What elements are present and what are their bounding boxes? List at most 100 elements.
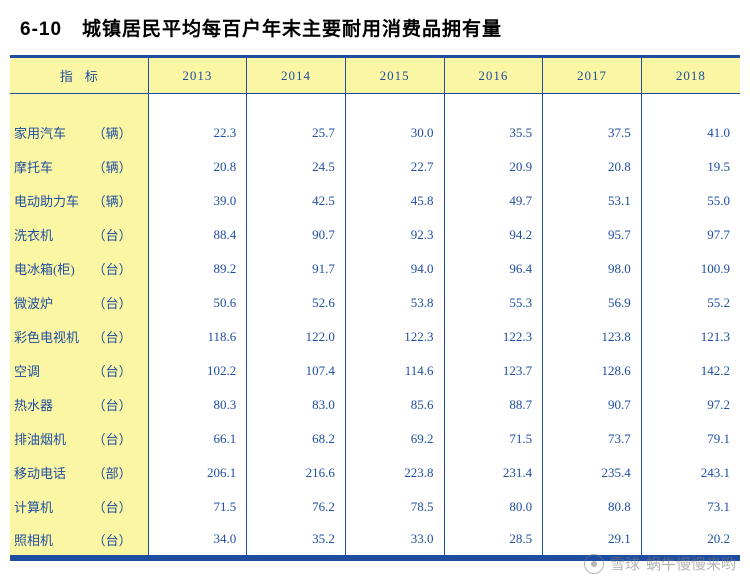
- value-cell: 122.3: [444, 320, 543, 354]
- value-cell: 55.0: [641, 184, 740, 218]
- label-cell: 电动助力车（辆）: [10, 184, 148, 218]
- header-year: 2017: [543, 57, 642, 94]
- value-cell: [148, 94, 247, 116]
- item-unit: （台）: [93, 293, 138, 312]
- value-cell: 69.2: [345, 422, 444, 456]
- value-cell: 56.9: [543, 286, 642, 320]
- item-name: 计算机: [14, 497, 53, 516]
- table-row: 热水器（台）80.383.085.688.790.797.2: [10, 388, 740, 422]
- item-unit: （辆）: [93, 157, 138, 176]
- value-cell: 25.7: [247, 116, 346, 150]
- value-cell: 42.5: [247, 184, 346, 218]
- item-unit: （台）: [93, 497, 138, 516]
- item-name: 热水器: [14, 395, 53, 414]
- value-cell: 73.1: [641, 490, 740, 524]
- value-cell: [641, 94, 740, 116]
- table-row: 彩色电视机（台）118.6122.0122.3122.3123.8121.3: [10, 320, 740, 354]
- value-cell: 22.3: [148, 116, 247, 150]
- value-cell: 100.9: [641, 252, 740, 286]
- item-unit: （辆）: [93, 191, 138, 210]
- item-unit: （台）: [93, 327, 138, 346]
- item-unit: （台）: [93, 530, 138, 549]
- value-cell: 85.6: [345, 388, 444, 422]
- item-unit: （台）: [93, 361, 138, 380]
- table-row: 电冰箱(柜)（台）89.291.794.096.498.0100.9: [10, 252, 740, 286]
- header-year: 2018: [641, 57, 740, 94]
- value-cell: 102.2: [148, 354, 247, 388]
- label-cell: 照相机 （台）: [10, 524, 148, 558]
- item-name: 彩色电视机: [14, 327, 79, 346]
- watermark-author: 蜗牛慢慢来哟: [646, 553, 736, 574]
- table-row: 家用汽车（辆）22.325.730.035.537.541.0: [10, 116, 740, 150]
- value-cell: 49.7: [444, 184, 543, 218]
- value-cell: 223.8: [345, 456, 444, 490]
- value-cell: 50.6: [148, 286, 247, 320]
- spacer-row: [10, 94, 740, 116]
- value-cell: 243.1: [641, 456, 740, 490]
- value-cell: 35.5: [444, 116, 543, 150]
- value-cell: 19.5: [641, 150, 740, 184]
- header-year: 2015: [345, 57, 444, 94]
- value-cell: 88.4: [148, 218, 247, 252]
- value-cell: 107.4: [247, 354, 346, 388]
- table-header-row: 指标 2013 2014 2015 2016 2017 2018: [10, 57, 740, 94]
- value-cell: 122.3: [345, 320, 444, 354]
- value-cell: 24.5: [247, 150, 346, 184]
- value-cell: 55.3: [444, 286, 543, 320]
- value-cell: 231.4: [444, 456, 543, 490]
- table-row: 摩托车（辆）20.824.522.720.920.819.5: [10, 150, 740, 184]
- value-cell: 79.1: [641, 422, 740, 456]
- item-unit: （台）: [93, 259, 138, 278]
- header-year: 2014: [247, 57, 346, 94]
- item-name: 照相机: [14, 530, 53, 549]
- value-cell: 35.2: [247, 524, 346, 558]
- label-cell: 彩色电视机 （台）: [10, 320, 148, 354]
- table-row: 移动电话（部）206.1216.6223.8231.4235.4243.1: [10, 456, 740, 490]
- value-cell: 97.7: [641, 218, 740, 252]
- data-table: 指标 2013 2014 2015 2016 2017 2018 家用汽车（辆）…: [10, 55, 740, 561]
- value-cell: 80.0: [444, 490, 543, 524]
- value-cell: 76.2: [247, 490, 346, 524]
- value-cell: 45.8: [345, 184, 444, 218]
- value-cell: 71.5: [444, 422, 543, 456]
- value-cell: 20.9: [444, 150, 543, 184]
- value-cell: 52.6: [247, 286, 346, 320]
- table-row: 计算机（台）71.576.278.580.080.873.1: [10, 490, 740, 524]
- item-name: 排油烟机: [14, 429, 66, 448]
- header-year: 2013: [148, 57, 247, 94]
- value-cell: 39.0: [148, 184, 247, 218]
- value-cell: 53.8: [345, 286, 444, 320]
- value-cell: [543, 94, 642, 116]
- label-cell: 热水器（台）: [10, 388, 148, 422]
- value-cell: 55.2: [641, 286, 740, 320]
- value-cell: 80.3: [148, 388, 247, 422]
- watermark-site: 雪球: [610, 553, 640, 574]
- label-cell: 电冰箱(柜)（台）: [10, 252, 148, 286]
- item-name: 家用汽车: [14, 123, 66, 142]
- value-cell: 73.7: [543, 422, 642, 456]
- table-row: 排油烟机（台）66.168.269.271.573.779.1: [10, 422, 740, 456]
- item-unit: （部）: [93, 463, 138, 482]
- table-body: 家用汽车（辆）22.325.730.035.537.541.0摩托车（辆）20.…: [10, 94, 740, 558]
- item-name: 洗衣机: [14, 225, 53, 244]
- value-cell: 88.7: [444, 388, 543, 422]
- value-cell: 123.7: [444, 354, 543, 388]
- value-cell: 71.5: [148, 490, 247, 524]
- value-cell: 94.0: [345, 252, 444, 286]
- value-cell: 235.4: [543, 456, 642, 490]
- item-name: 微波炉: [14, 293, 53, 312]
- value-cell: 90.7: [247, 218, 346, 252]
- value-cell: 41.0: [641, 116, 740, 150]
- item-name: 移动电话: [14, 463, 66, 482]
- value-cell: 20.8: [543, 150, 642, 184]
- value-cell: 118.6: [148, 320, 247, 354]
- value-cell: 66.1: [148, 422, 247, 456]
- value-cell: 216.6: [247, 456, 346, 490]
- value-cell: 128.6: [543, 354, 642, 388]
- table-row: 微波炉 （台） 50.652.653.855.356.955.2: [10, 286, 740, 320]
- label-cell: 家用汽车（辆）: [10, 116, 148, 150]
- table-title: 6-10 城镇居民平均每百户年末主要耐用消费品拥有量: [0, 0, 750, 55]
- value-cell: 97.2: [641, 388, 740, 422]
- value-cell: 68.2: [247, 422, 346, 456]
- value-cell: 142.2: [641, 354, 740, 388]
